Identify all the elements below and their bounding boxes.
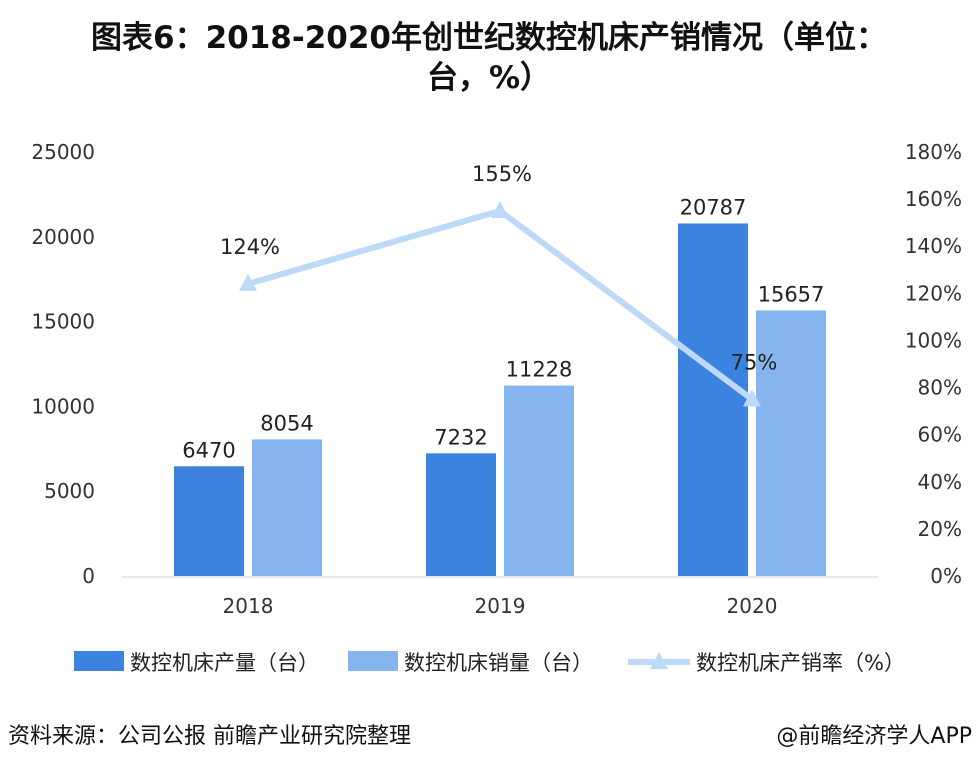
y-right-tick-label: 180%	[905, 140, 962, 164]
y-right-tick-label: 0%	[930, 564, 962, 588]
y-right-tick-label: 160%	[905, 187, 962, 211]
bar-data-label: 7232	[434, 425, 487, 449]
x-tick-label: 2020	[727, 594, 778, 618]
line-data-label: 155%	[472, 162, 532, 186]
x-tick-label: 2018	[223, 594, 274, 618]
bar-data-label: 11228	[506, 358, 573, 382]
legend-label: 数控机床产量（台）	[130, 651, 319, 675]
x-tick-label: 2019	[475, 594, 526, 618]
bar-data-label: 15657	[758, 282, 825, 306]
y-right-tick-label: 80%	[918, 376, 962, 400]
y-right-tick-label: 140%	[905, 234, 962, 258]
y-right-tick-label: 20%	[918, 517, 962, 541]
bar-data-label: 6470	[182, 438, 235, 462]
line-marker	[491, 200, 509, 218]
bar-series1	[756, 310, 826, 576]
y-right-tick-label: 120%	[905, 281, 962, 305]
y-right-tick-label: 100%	[905, 328, 962, 352]
bar-series0	[174, 466, 244, 576]
y-left-tick-label: 25000	[31, 140, 95, 164]
line-data-label: 75%	[731, 350, 778, 374]
y-left-tick-label: 5000	[44, 479, 95, 503]
chart-title: 图表6：2018-2020年创世纪数控机床产销情况（单位： 台，%）	[0, 18, 978, 98]
legend-label: 数控机床销量（台）	[404, 651, 593, 675]
y-left-tick-label: 15000	[31, 310, 95, 334]
legend-swatch	[74, 651, 124, 671]
y-right-tick-label: 60%	[918, 423, 962, 447]
legend-marker	[650, 652, 668, 669]
line-series	[245, 207, 755, 403]
brand-credit: @前瞻经济学人APP	[776, 724, 972, 749]
legend-swatch	[348, 651, 398, 671]
source-note: 资料来源：公司公报 前瞻产业研究院整理	[8, 724, 411, 749]
line-data-label: 124%	[220, 235, 280, 259]
bar-series1	[504, 385, 574, 576]
y-right-tick-label: 40%	[918, 470, 962, 494]
bar-series0	[426, 453, 496, 576]
line-marker	[239, 273, 257, 291]
bar-series1	[252, 439, 322, 576]
chart-title-line2: 台，%）	[426, 60, 552, 96]
line-marker	[743, 389, 761, 407]
chart-title-line1: 图表6：2018-2020年创世纪数控机床产销情况（单位：	[91, 20, 887, 56]
bar-data-label: 20787	[680, 195, 747, 219]
bar-series0	[678, 223, 748, 576]
y-left-tick-label: 10000	[31, 394, 95, 418]
y-left-tick-label: 20000	[31, 225, 95, 249]
legend-label: 数控机床产销率（%）	[696, 651, 905, 675]
bar-data-label: 8054	[260, 411, 313, 435]
y-left-tick-label: 0	[82, 564, 95, 588]
